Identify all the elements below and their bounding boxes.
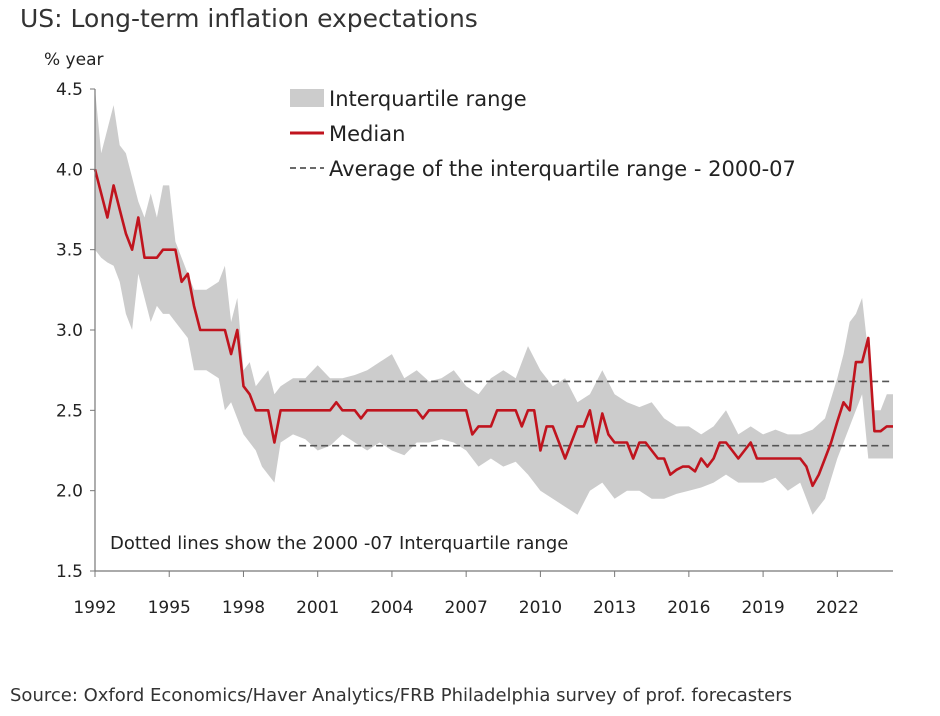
- y-tick-label: 4.0: [56, 160, 83, 180]
- x-tick-label: 2016: [667, 598, 710, 618]
- axes-layer: 1.5 2.0 2.5 3.0 3.5 4.0 4.5 1992 1995 1998 2001 200…: [56, 80, 893, 618]
- iqr-band-layer: [95, 89, 893, 515]
- legend-label-iqr: Interquartile range: [329, 87, 527, 111]
- x-tick-label: 2022: [816, 598, 859, 618]
- x-tick-label: 1995: [148, 598, 191, 618]
- x-tick-label: 1998: [222, 598, 265, 618]
- y-tick-label: 4.5: [56, 80, 83, 100]
- chart-annotation: Dotted lines show the 2000 -07 Interquar…: [110, 533, 568, 554]
- chart-title: US: Long-term inflation expectations: [20, 4, 478, 33]
- x-tick-label: 2001: [296, 598, 339, 618]
- x-tick-label: 2019: [741, 598, 784, 618]
- y-tick-label: 3.0: [56, 321, 83, 341]
- legend: Interquartile range Median Average of th…: [290, 87, 796, 181]
- x-tick-label: 2013: [593, 598, 636, 618]
- median-line: [93, 168, 893, 488]
- x-tick-label: 2007: [445, 598, 488, 618]
- y-tick-label: 3.5: [56, 241, 83, 261]
- x-tick-label: 2010: [519, 598, 562, 618]
- median-line-layer: [93, 168, 893, 488]
- legend-label-median: Median: [329, 122, 405, 146]
- y-tick-label: 2.0: [56, 482, 83, 502]
- y-axis-label: % year: [44, 50, 104, 70]
- legend-label-average: Average of the interquartile range - 200…: [329, 157, 796, 181]
- legend-swatch-iqr: [290, 89, 324, 107]
- x-tick-label: 1992: [73, 598, 116, 618]
- source-note: Source: Oxford Economics/Haver Analytics…: [10, 685, 793, 706]
- y-tick-label: 2.5: [56, 401, 83, 421]
- iqr-band: [95, 89, 893, 515]
- y-tick-label: 1.5: [56, 562, 83, 582]
- x-tick-label: 2004: [370, 598, 413, 618]
